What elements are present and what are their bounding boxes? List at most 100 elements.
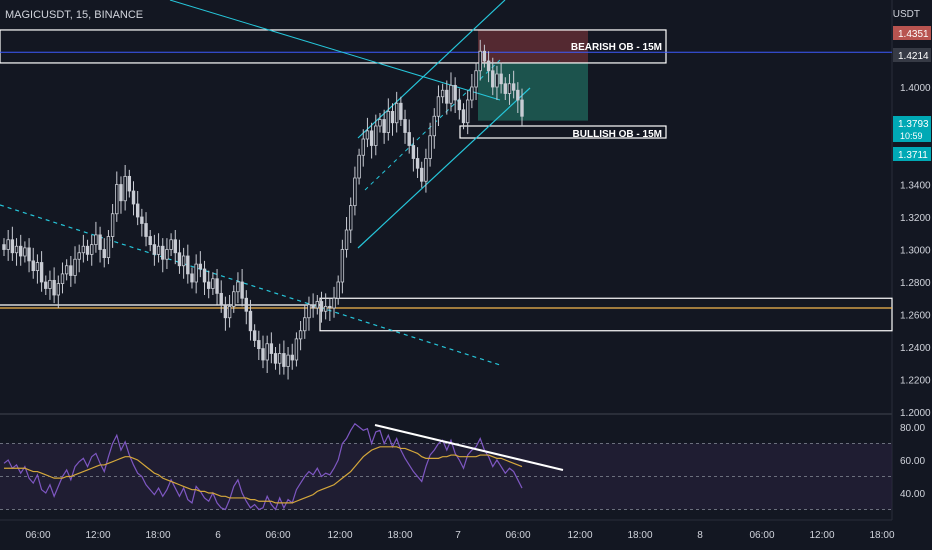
candle-body	[278, 353, 282, 364]
price-tick-label: 1.4000	[900, 83, 931, 94]
time-tick-label: 6	[215, 530, 221, 541]
candle-body	[19, 245, 23, 257]
price-tick-label: 1.2800	[900, 278, 931, 289]
candle-body	[332, 297, 336, 309]
candle-body	[407, 132, 411, 146]
candle-body	[144, 223, 148, 237]
time-tick-label: 12:00	[809, 530, 834, 541]
candle-body	[44, 281, 48, 289]
candle-body	[236, 281, 240, 293]
candle-body	[152, 244, 157, 255]
candle-body	[361, 138, 365, 156]
candle-body	[252, 330, 257, 341]
candle-body	[39, 262, 44, 283]
rsi-pane[interactable]	[0, 422, 892, 511]
rsi-tick-label: 60.00	[900, 456, 925, 467]
candle-body	[261, 348, 265, 361]
candle-body	[156, 245, 161, 255]
candle-body	[110, 213, 115, 237]
price-tag-label: 1.4214	[898, 51, 929, 62]
candle-body	[307, 304, 311, 319]
candle-body	[6, 239, 10, 250]
time-tick-label: 06:00	[505, 530, 530, 541]
price-tick-label: 1.2000	[900, 408, 931, 419]
candle-body	[298, 330, 303, 340]
candle-body	[177, 252, 182, 267]
divergence-line	[374, 424, 564, 471]
price-tag-countdown: 10:59	[900, 131, 923, 141]
candle-body	[369, 130, 374, 146]
candle-body	[81, 245, 86, 254]
candle-body	[461, 109, 466, 124]
candle-body	[511, 83, 516, 91]
candle-body	[219, 292, 223, 306]
candle-body	[386, 110, 391, 133]
candle-body	[273, 353, 278, 364]
candle-body	[244, 297, 248, 312]
price-tick-label: 1.3200	[900, 213, 931, 224]
time-tick-label: 06:00	[265, 530, 290, 541]
candle-body	[474, 70, 478, 88]
candle-body	[102, 249, 106, 259]
rsi-axis[interactable]: 80.00 60.00 40.00	[900, 423, 925, 500]
price-tag	[893, 26, 931, 40]
candle-body	[503, 83, 507, 94]
time-tick-label: 18:00	[387, 530, 412, 541]
candle-body	[190, 273, 194, 283]
candle-body	[85, 245, 90, 255]
candle-body	[491, 70, 495, 88]
time-tick-label: 06:00	[749, 530, 774, 541]
candle-body	[69, 265, 73, 276]
time-tick-label: 18:00	[869, 530, 894, 541]
price-axis[interactable]: 1.40001.38001.36001.34001.32001.30001.28…	[893, 26, 931, 419]
price-tick-label: 1.3000	[900, 246, 931, 257]
candle-body	[240, 281, 244, 299]
candle-body	[357, 154, 361, 179]
candle-body	[77, 252, 81, 260]
time-tick-label: 06:00	[25, 530, 50, 541]
trendline-resistance	[169, 0, 501, 101]
price-tag	[893, 147, 931, 161]
candle-body	[403, 119, 407, 133]
candle-body	[206, 281, 211, 289]
rsi-tick-label: 40.00	[900, 489, 925, 500]
order-block-box	[319, 297, 893, 332]
candle-body	[286, 354, 290, 367]
price-tick-label: 1.3400	[900, 181, 931, 192]
candle-body	[35, 262, 40, 272]
candle-body	[94, 234, 98, 246]
candle-body	[257, 340, 261, 350]
candle-body	[202, 268, 207, 283]
candle-body	[173, 239, 177, 254]
time-axis[interactable]: 06:00 12:00 18:00 6 06:00 12:00 18:00 7 06:00 12:…	[25, 530, 894, 541]
candle-body	[232, 291, 236, 307]
candle-body	[440, 89, 445, 98]
candle-body	[319, 301, 324, 312]
candle-body	[365, 130, 370, 140]
candle-body	[52, 279, 56, 296]
rsi-tick-label: 80.00	[900, 423, 925, 434]
candle-body	[340, 249, 345, 283]
stop-loss-zone	[478, 29, 588, 63]
order-block-label: BEARISH OB - 15M	[571, 42, 662, 53]
candle-body	[31, 260, 35, 272]
candle-body	[457, 99, 462, 111]
candle-body	[194, 263, 198, 283]
candle-body	[265, 343, 269, 361]
candle-body	[227, 305, 232, 319]
candle-body	[499, 73, 503, 85]
candle-body	[211, 278, 215, 289]
candle-body	[294, 338, 299, 361]
candle-body	[449, 84, 453, 104]
candle-body	[445, 89, 449, 104]
candle-body	[161, 245, 165, 260]
candle-body	[374, 125, 378, 146]
candle-body	[303, 317, 307, 332]
candle-body	[399, 102, 403, 120]
candle-body	[323, 305, 328, 312]
candle-body	[269, 343, 274, 354]
price-pane[interactable]: BEARISH OB - 15M BULLISH OB - 15M	[0, 0, 893, 521]
candle-body	[64, 265, 69, 275]
candle-body	[140, 216, 144, 224]
